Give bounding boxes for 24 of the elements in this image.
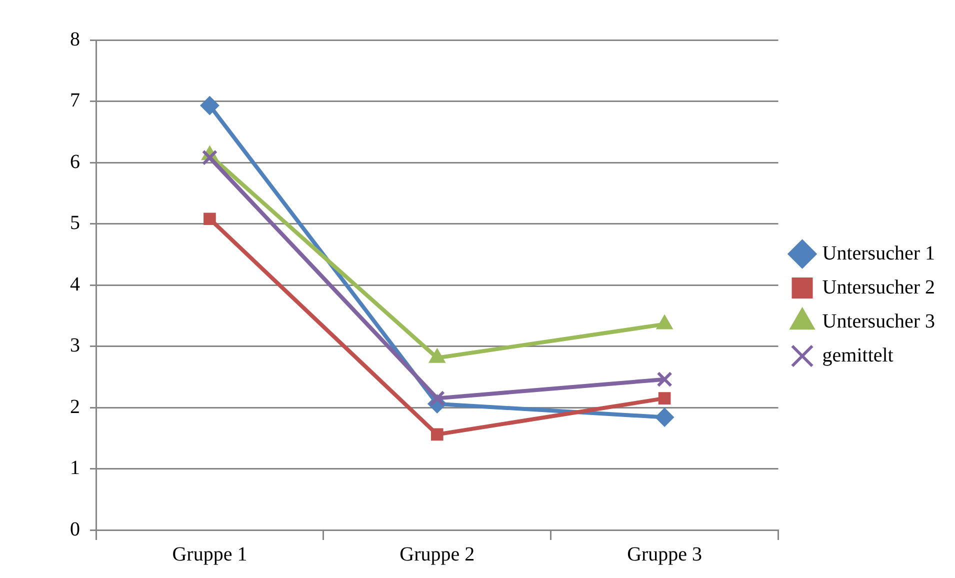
point <box>200 96 220 116</box>
y-tick-label: 3 <box>70 334 80 356</box>
legend-label: gemittelt <box>822 344 894 366</box>
y-tick-label: 2 <box>70 396 80 418</box>
point <box>658 392 671 404</box>
y-tick-label: 1 <box>70 457 80 479</box>
legend-label: Untersucher 1 <box>822 242 935 264</box>
y-tick-label: 6 <box>70 150 80 173</box>
x-tick-label: Gruppe 3 <box>627 543 702 566</box>
point <box>204 212 216 226</box>
y-tick-label: 8 <box>70 28 80 50</box>
point <box>430 428 444 441</box>
point <box>202 150 218 166</box>
y-tick-label: 5 <box>70 212 80 234</box>
y-tick-label: 4 <box>70 273 80 296</box>
x-tick-label: Gruppe 1 <box>172 543 248 566</box>
point <box>429 390 445 406</box>
y-tick-label: 7 <box>70 90 80 112</box>
legend-label: Untersucher 3 <box>822 310 935 332</box>
x-tick-label: Gruppe 2 <box>400 543 475 566</box>
point <box>655 408 674 427</box>
y-tick-label: 0 <box>70 518 80 540</box>
point <box>656 371 672 388</box>
legend-label: Untersucher 2 <box>822 276 935 298</box>
